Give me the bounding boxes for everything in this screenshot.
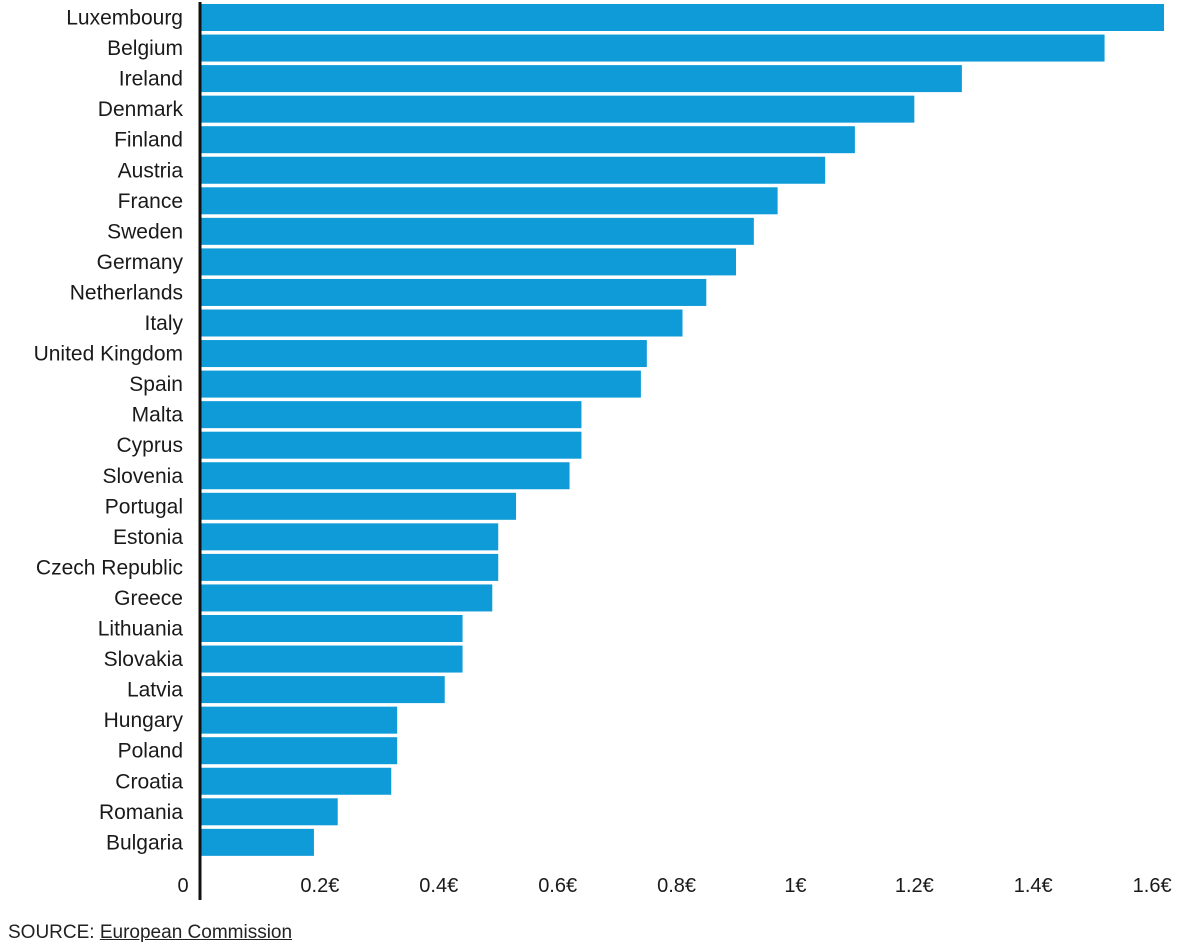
bar-poland bbox=[201, 737, 398, 765]
bar-italy bbox=[201, 309, 683, 337]
category-label: Latvia bbox=[127, 679, 183, 702]
bar-belgium bbox=[201, 34, 1105, 62]
x-tick-label: 1.6€ bbox=[1133, 875, 1172, 897]
category-labels-group: Luxembourg Belgium Ireland Denmark Finland Au… bbox=[34, 7, 184, 855]
x-tick-label: 1.2€ bbox=[895, 875, 934, 897]
x-tick-label: 0 bbox=[177, 875, 188, 897]
category-label: Bulgaria bbox=[106, 831, 183, 854]
category-label: United Kingdom bbox=[34, 343, 183, 366]
source-prefix: SOURCE: bbox=[8, 922, 100, 943]
bar-sweden bbox=[201, 217, 754, 245]
bar-hungary bbox=[201, 706, 398, 734]
bar-netherlands bbox=[201, 278, 707, 306]
category-label: Finland bbox=[114, 129, 183, 152]
x-tick-label: 0.6€ bbox=[538, 875, 577, 897]
bar-romania bbox=[201, 798, 338, 826]
bar-france bbox=[201, 187, 778, 215]
category-label: Slovenia bbox=[102, 465, 183, 488]
category-label: Greece bbox=[114, 587, 183, 610]
bar-portugal bbox=[201, 492, 517, 520]
category-label: Netherlands bbox=[70, 281, 183, 304]
category-label: France bbox=[118, 190, 183, 213]
bar-chart: Luxembourg Belgium Ireland Denmark Finland Au… bbox=[34, 2, 1172, 900]
category-label: Malta bbox=[132, 404, 184, 427]
category-label: Lithuania bbox=[98, 618, 184, 641]
x-tick-label: 0.8€ bbox=[657, 875, 696, 897]
bar-united-kingdom bbox=[201, 340, 647, 368]
bar-malta bbox=[201, 401, 582, 429]
x-tick-label: 0.2€ bbox=[300, 875, 339, 897]
category-label: Belgium bbox=[107, 37, 183, 60]
x-tick-label: 1.4€ bbox=[1014, 875, 1053, 897]
category-label: Germany bbox=[97, 251, 184, 274]
bar-finland bbox=[201, 126, 855, 154]
category-label: Sweden bbox=[107, 220, 183, 243]
bar-czech-republic bbox=[201, 553, 499, 581]
category-label: Slovakia bbox=[104, 648, 184, 671]
category-label: Portugal bbox=[105, 495, 183, 518]
bar-germany bbox=[201, 248, 736, 276]
bars-group bbox=[201, 4, 1164, 856]
bar-cyprus bbox=[201, 431, 582, 459]
category-label: Cyprus bbox=[116, 434, 183, 457]
category-label: Spain bbox=[129, 373, 183, 396]
category-label: Denmark bbox=[98, 98, 184, 121]
bar-slovenia bbox=[201, 462, 570, 490]
category-label: Croatia bbox=[115, 770, 183, 793]
bar-ireland bbox=[201, 65, 962, 93]
category-label: Austria bbox=[118, 159, 184, 182]
x-tick-label: 1€ bbox=[784, 875, 806, 897]
bar-spain bbox=[201, 370, 641, 398]
source-note: SOURCE: European Commission bbox=[8, 922, 292, 944]
bar-estonia bbox=[201, 523, 499, 551]
x-tick-labels-group: 0 0.2€ 0.4€ 0.6€ 0.8€ 1€ 1.2€ 1.4€ 1.6€ bbox=[177, 875, 1171, 897]
bar-lithuania bbox=[201, 615, 463, 642]
category-label: Poland bbox=[118, 740, 183, 763]
category-label: Czech Republic bbox=[36, 556, 183, 579]
bar-latvia bbox=[201, 676, 445, 704]
bar-austria bbox=[201, 156, 826, 184]
x-tick-label: 0.4€ bbox=[419, 875, 458, 897]
source-link[interactable]: European Commission bbox=[99, 922, 293, 943]
bar-denmark bbox=[201, 95, 915, 123]
category-label: Romania bbox=[99, 801, 183, 824]
bar-croatia bbox=[201, 767, 392, 795]
category-label: Ireland bbox=[119, 68, 183, 91]
category-label: Luxembourg bbox=[66, 7, 183, 30]
bar-bulgaria bbox=[201, 828, 314, 856]
category-label: Hungary bbox=[104, 709, 184, 732]
bar-slovakia bbox=[201, 645, 463, 673]
category-label: Italy bbox=[144, 312, 183, 335]
bar-luxembourg bbox=[201, 4, 1164, 31]
category-label: Estonia bbox=[113, 526, 183, 549]
bar-greece bbox=[201, 584, 493, 612]
